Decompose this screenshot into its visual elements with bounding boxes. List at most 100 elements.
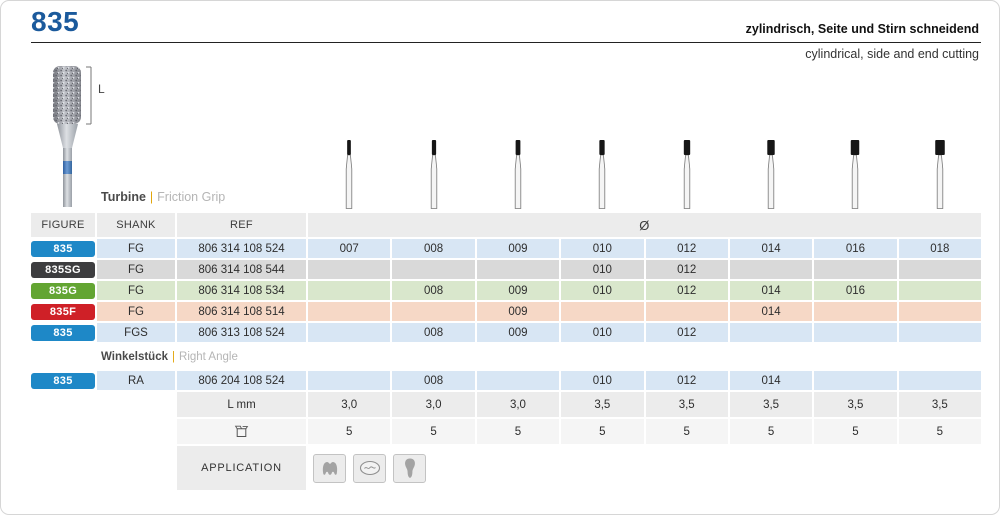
section-band-row: Winkelstück | Right Angle (31, 344, 981, 369)
pack-count-cell: 5 (814, 419, 897, 444)
length-value-cell: 3,0 (392, 392, 475, 417)
diameter-cell: 008 (392, 281, 475, 300)
diameter-cell: 016 (814, 239, 897, 258)
figure-cell: 835F (31, 302, 95, 321)
ref-cell: 806 314 108 534 (177, 281, 306, 300)
pack-count-cell: 5 (561, 419, 644, 444)
diameter-cell: 010 (561, 260, 644, 279)
pack-count-cell: 5 (308, 419, 391, 444)
length-value-cell: 3,5 (645, 392, 728, 417)
diameter-cell: 010 (561, 281, 644, 300)
bur-tip-illustration (730, 137, 812, 209)
figure-badge: 835SG (31, 261, 95, 278)
column-header-ref: REF (177, 213, 306, 237)
empty-cell (31, 419, 95, 444)
figure-cell: 835 (31, 371, 95, 390)
product-row: 835 FGS 806 313 108 524 008 009 010 012 (31, 323, 981, 342)
diameter-cell: 012 (645, 239, 728, 258)
pack-count-cell: 5 (729, 419, 813, 444)
diameter-cell: 009 (476, 281, 560, 300)
pack-count-cell: 5 (898, 419, 981, 444)
ref-cell: 806 313 108 524 (177, 323, 306, 342)
ref-cell: 806 314 108 514 (177, 302, 306, 321)
figure-badge: 835G (31, 282, 95, 299)
subtitle-german: zylindrisch, Seite und Stirn schneidend (745, 22, 979, 36)
figure-cell: 835SG (31, 260, 95, 279)
diameter-cell: 010 (561, 323, 644, 342)
ref-cell: 806 314 108 544 (177, 260, 306, 279)
length-value-cell: 3,5 (729, 392, 813, 417)
molar-crown-icon (313, 453, 346, 483)
length-value-cell: 3,5 (898, 392, 981, 417)
section-label-turbine: Turbine | Friction Grip (101, 190, 225, 204)
diameter-cell: 008 (392, 371, 475, 390)
tooth-silhouette-icon (393, 453, 426, 483)
page-title: 835 (31, 6, 80, 37)
diameter-cell (308, 281, 391, 300)
diameter-cell (814, 323, 897, 342)
diameter-cell: 012 (645, 371, 728, 390)
diameter-cell (308, 302, 391, 321)
bur-tip-illustration (814, 137, 896, 209)
length-value-cell: 3,5 (814, 392, 897, 417)
header-divider (31, 42, 981, 43)
diameter-cell: 014 (729, 302, 813, 321)
diameter-cell: 010 (561, 371, 644, 390)
section-separator: | (149, 190, 154, 204)
diameter-cell: 012 (645, 281, 728, 300)
ref-cell: 806 204 108 524 (177, 371, 306, 390)
diameter-cell: 009 (476, 323, 560, 342)
figure-badge: 835 (31, 372, 95, 389)
length-row-label: L mm (177, 392, 306, 417)
bur-tip-illustration (308, 137, 390, 209)
table-header-row: FIGURE SHANK REF Ø (31, 213, 981, 237)
product-row: 835F FG 806 314 108 514 009 014 (31, 302, 981, 321)
empty-cell (97, 419, 175, 444)
application-row: APPLICATION (31, 446, 981, 490)
diameter-cell (729, 323, 813, 342)
shank-cell: FG (97, 260, 175, 279)
shank-cell: FG (97, 302, 175, 321)
pack-count-cell: 5 (392, 419, 475, 444)
diameter-cell (898, 302, 981, 321)
pack-count-cell: 5 (645, 419, 728, 444)
section-label-right-angle: Winkelstück | Right Angle (31, 344, 981, 369)
diameter-cell: 009 (476, 302, 560, 321)
subtitle-english: cylindrical, side and end cutting (805, 47, 979, 61)
bur-product-image (45, 64, 109, 214)
diameter-cell: 018 (898, 239, 981, 258)
application-icons (308, 446, 981, 490)
diameter-cell: 008 (392, 239, 475, 258)
figure-badge: 835 (31, 240, 95, 257)
diameter-cell (308, 323, 391, 342)
diameter-cell (898, 371, 981, 390)
diameter-cell (814, 302, 897, 321)
diameter-cell (814, 371, 897, 390)
length-row: L mm 3,0 3,0 3,0 3,5 3,5 3,5 3,5 3,5 (31, 392, 981, 417)
diameter-cell (308, 260, 391, 279)
diameter-cell (392, 260, 475, 279)
diameter-cell (476, 371, 560, 390)
product-row: 835G FG 806 314 108 534 008 009 010 012 014 016 (31, 281, 981, 300)
section-separator: | (172, 350, 176, 363)
bur-tip-illustration (392, 137, 474, 209)
diameter-cell (814, 260, 897, 279)
ref-cell: 806 314 108 524 (177, 239, 306, 258)
diameter-cell (898, 323, 981, 342)
diameter-cell (308, 371, 391, 390)
column-header-diameter: Ø (308, 213, 981, 237)
diameter-cell: 007 (308, 239, 391, 258)
diameter-cell: 016 (814, 281, 897, 300)
bur-tip-illustrations (31, 137, 981, 209)
product-row: 835SG FG 806 314 108 544 010 012 (31, 260, 981, 279)
shank-cell: FG (97, 239, 175, 258)
diameter-cell (476, 260, 560, 279)
shank-cell: FG (97, 281, 175, 300)
bur-tip-illustration (646, 137, 728, 209)
occlusal-surface-icon (353, 453, 386, 483)
diameter-cell (645, 302, 728, 321)
diameter-cell (729, 260, 813, 279)
diameter-cell (561, 302, 644, 321)
diameter-cell: 014 (729, 281, 813, 300)
